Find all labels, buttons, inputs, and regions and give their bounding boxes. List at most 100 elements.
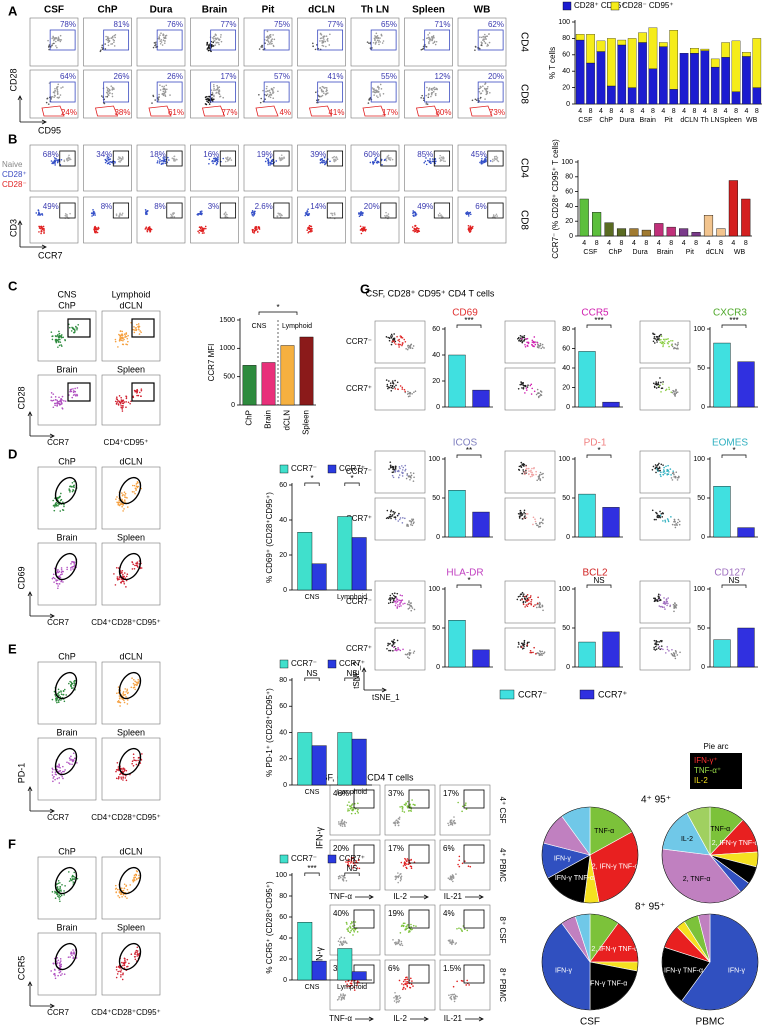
flow-event bbox=[62, 336, 64, 339]
flow-event bbox=[534, 518, 536, 521]
flow-event bbox=[56, 335, 58, 337]
y-tick-label: 50 bbox=[432, 495, 440, 502]
flow-plot bbox=[136, 69, 186, 119]
flow-event bbox=[53, 581, 55, 583]
flow-event bbox=[403, 986, 405, 989]
flow-event bbox=[222, 157, 225, 160]
flow-event bbox=[674, 649, 677, 652]
significance: NS bbox=[728, 576, 739, 585]
flow-event bbox=[121, 343, 124, 346]
flow-event bbox=[131, 568, 134, 570]
flow-event bbox=[206, 43, 209, 45]
flow-event bbox=[123, 491, 126, 494]
flow-event bbox=[349, 925, 351, 928]
flow-event bbox=[75, 325, 77, 328]
flow-event bbox=[73, 680, 75, 683]
flow-event bbox=[411, 524, 414, 527]
flow-event bbox=[60, 492, 62, 495]
flow-event bbox=[266, 93, 269, 96]
flow-event bbox=[494, 215, 497, 217]
plot-label: ChP bbox=[58, 300, 76, 310]
flow-event bbox=[115, 213, 118, 216]
flow-event bbox=[124, 958, 126, 960]
flow-event bbox=[660, 338, 662, 341]
x-tick-label: 8 bbox=[595, 240, 599, 247]
flow-event bbox=[403, 922, 406, 925]
flow-event bbox=[412, 803, 415, 806]
flow-event bbox=[524, 606, 526, 608]
flow-event bbox=[360, 232, 363, 235]
gate-percent: 26% bbox=[167, 72, 183, 81]
flow-event bbox=[54, 164, 56, 166]
flow-event bbox=[518, 515, 521, 518]
x-tick-label: CNS bbox=[305, 984, 320, 991]
flow-event bbox=[131, 490, 134, 493]
flow-event bbox=[46, 97, 48, 100]
flow-event bbox=[60, 568, 63, 571]
gate-percent: 26% bbox=[113, 72, 129, 81]
significance: *** bbox=[729, 316, 738, 325]
flow-event bbox=[76, 387, 79, 389]
bar-segment bbox=[648, 68, 658, 105]
flow-event bbox=[658, 645, 661, 648]
flow-event bbox=[58, 96, 61, 98]
flow-event bbox=[201, 232, 204, 234]
flow-event bbox=[315, 91, 317, 94]
axis-label: IL-2 bbox=[393, 892, 407, 901]
flow-event bbox=[270, 93, 272, 95]
flow-event bbox=[350, 812, 353, 815]
legend-label: CCR7⁻ bbox=[291, 659, 317, 668]
flow-event bbox=[535, 522, 537, 525]
flow-event bbox=[224, 214, 227, 217]
flow-plot bbox=[374, 627, 426, 671]
flow-event bbox=[164, 156, 166, 158]
flow-event bbox=[651, 468, 654, 471]
flow-event bbox=[211, 160, 213, 163]
gate-percent: 24% bbox=[61, 108, 77, 117]
flow-event bbox=[267, 95, 270, 98]
pie-label: IFN-γ TNF-α bbox=[588, 980, 627, 987]
flow-event bbox=[198, 226, 201, 229]
flow-event bbox=[521, 338, 523, 340]
flow-event bbox=[58, 898, 61, 900]
flow-event bbox=[359, 211, 362, 213]
flow-event bbox=[39, 214, 41, 216]
x-tick-label: 8 bbox=[620, 240, 624, 247]
flow-event bbox=[114, 161, 116, 164]
flow-event bbox=[345, 921, 348, 924]
flow-event bbox=[658, 334, 661, 337]
flow-event bbox=[122, 402, 125, 405]
flow-plot bbox=[639, 320, 691, 364]
plot-label: ChP bbox=[58, 846, 76, 856]
flow-event bbox=[119, 697, 121, 700]
group-label: WB bbox=[746, 117, 758, 124]
flow-event bbox=[485, 88, 487, 90]
group-label: Spleen bbox=[720, 117, 742, 124]
flow-event bbox=[674, 347, 677, 349]
flow-event bbox=[338, 937, 341, 940]
flow-event bbox=[64, 885, 66, 887]
flow-event bbox=[132, 682, 135, 685]
gate-percent: 75% bbox=[274, 20, 290, 29]
flow-event bbox=[51, 338, 54, 341]
flow-event bbox=[63, 890, 65, 892]
gate bbox=[477, 81, 504, 103]
gate-percent: 6% bbox=[388, 964, 400, 973]
flow-event bbox=[60, 974, 62, 977]
flow-event bbox=[199, 210, 202, 213]
flow-event bbox=[533, 336, 536, 338]
flow-event bbox=[107, 44, 110, 47]
flow-event bbox=[122, 972, 124, 975]
flow-plot bbox=[639, 497, 691, 541]
flow-event bbox=[667, 602, 669, 605]
flow-event bbox=[265, 39, 268, 42]
flow-event bbox=[354, 921, 357, 923]
flow-event bbox=[125, 696, 127, 698]
flow-event bbox=[350, 929, 352, 932]
flow-event bbox=[129, 884, 132, 886]
flow-event bbox=[398, 474, 401, 476]
flow-event bbox=[120, 570, 122, 573]
column-header: dCLN bbox=[308, 5, 335, 16]
flow-event bbox=[428, 41, 430, 43]
gate-percent: 41% bbox=[327, 72, 343, 81]
